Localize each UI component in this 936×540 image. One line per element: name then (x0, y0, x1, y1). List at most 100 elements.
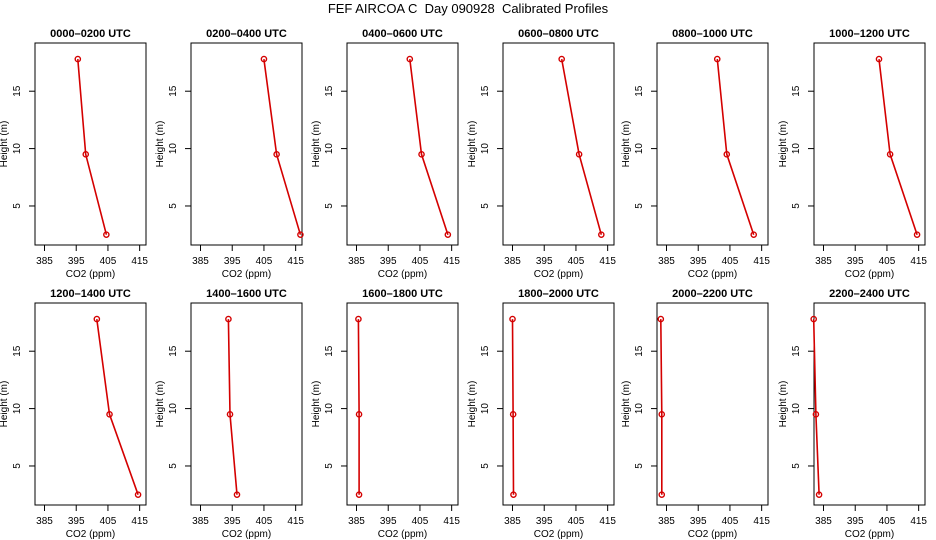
panel-title: 1600–1800 UTC (362, 288, 443, 300)
x-tick-label: 385 (504, 256, 521, 267)
y-tick-label: 5 (324, 463, 335, 469)
x-tick-label: 395 (847, 256, 864, 267)
y-tick-label: 5 (791, 463, 802, 469)
y-tick-label: 10 (480, 403, 491, 415)
y-tick-label: 10 (634, 143, 645, 155)
series-line (660, 319, 663, 495)
y-tick-label: 5 (168, 203, 179, 209)
x-tick-label: 415 (443, 256, 460, 267)
x-axis-label: CO2 (ppm) (534, 529, 583, 540)
data-point (812, 411, 820, 418)
data-point (575, 151, 583, 158)
x-tick-label: 415 (599, 516, 616, 527)
x-tick-label: 385 (36, 516, 53, 527)
data-point (713, 55, 721, 63)
panel-title: 0800–1000 UTC (672, 28, 753, 40)
panel: 1600–1800 UTC 385 395 405 415 CO2 (ppm) 5 10 15 H… (311, 288, 460, 540)
panel-title: 0200–0400 UTC (206, 28, 287, 40)
plot-frame (190, 42, 303, 246)
y-axis-label: Height (m) (311, 121, 322, 168)
data-point (810, 315, 817, 323)
x-tick-label: 405 (100, 516, 117, 527)
data-point (103, 231, 110, 238)
x-tick-label: 405 (256, 516, 273, 527)
y-tick-label: 15 (480, 345, 491, 357)
data-point (134, 491, 142, 498)
data-point (815, 491, 823, 498)
data-point (355, 315, 362, 323)
y-axis-label: Height (m) (0, 381, 10, 428)
series-line (812, 319, 820, 495)
data-point (913, 231, 921, 238)
x-tick-label: 385 (658, 516, 675, 527)
series-line (263, 58, 302, 235)
figure-title: FEF AIRCOA C Day 090928 Calibrated Profi… (327, 1, 609, 16)
x-tick-label: 415 (753, 516, 770, 527)
x-tick-label: 385 (192, 516, 209, 527)
data-point (355, 491, 363, 498)
panel: 2200–2400 UTC 385 395 405 415 CO2 (ppm) 5 10 15 H… (778, 288, 927, 540)
x-axis-label: CO2 (ppm) (845, 529, 894, 540)
y-tick-label: 15 (634, 85, 645, 97)
y-tick-label: 5 (168, 463, 179, 469)
panel: 0200–0400 UTC 385 395 405 415 CO2 (ppm) 5 10 15 H… (155, 28, 304, 280)
data-point (106, 411, 113, 418)
data-point (444, 231, 452, 238)
x-tick-label: 395 (536, 516, 553, 527)
data-point (297, 231, 304, 238)
series-line (409, 59, 449, 235)
x-axis-label: CO2 (ppm) (688, 269, 737, 280)
plot-frame (346, 302, 459, 506)
y-tick-label: 15 (168, 85, 179, 97)
plot-frame (34, 42, 147, 246)
panel-title: 1000–1200 UTC (829, 28, 910, 40)
y-tick-label: 5 (634, 203, 645, 209)
panel-title: 0000–0200 UTC (50, 28, 131, 40)
data-point (233, 491, 241, 498)
plot-frame (346, 42, 459, 246)
y-tick-label: 15 (324, 85, 335, 97)
data-point (723, 151, 731, 158)
panel: 0800–1000 UTC 385 395 405 415 CO2 (ppm) 5 10 15 H… (621, 28, 770, 280)
x-tick-label: 415 (753, 256, 770, 267)
y-axis-label: Height (m) (0, 121, 10, 168)
series-line (878, 59, 918, 235)
panel-title: 1800–2000 UTC (518, 288, 599, 300)
panel: 0400–0600 UTC 385 395 405 415 CO2 (ppm) 5 10 15 H… (311, 28, 460, 280)
x-tick-label: 385 (815, 256, 832, 267)
y-axis-label: Height (m) (778, 121, 789, 168)
x-tick-label: 415 (287, 256, 304, 267)
x-axis-label: CO2 (ppm) (378, 529, 427, 540)
y-tick-label: 5 (480, 463, 491, 469)
data-point (225, 315, 232, 323)
y-axis-label: Height (m) (155, 381, 166, 428)
y-axis-label: Height (m) (621, 381, 632, 428)
x-tick-label: 385 (192, 256, 209, 267)
y-tick-label: 5 (634, 463, 645, 469)
x-tick-label: 395 (68, 256, 85, 267)
x-axis-label: CO2 (ppm) (688, 529, 737, 540)
y-axis-label: Height (m) (621, 121, 632, 168)
y-axis-label: Height (m) (467, 381, 478, 428)
x-axis-label: CO2 (ppm) (534, 269, 583, 280)
series-line (227, 319, 238, 495)
x-tick-label: 395 (690, 256, 707, 267)
y-tick-label: 10 (791, 403, 802, 415)
x-tick-label: 385 (815, 516, 832, 527)
series-line (716, 59, 755, 235)
x-tick-label: 405 (722, 516, 739, 527)
x-tick-label: 405 (256, 256, 273, 267)
x-tick-label: 395 (68, 516, 85, 527)
y-tick-label: 15 (12, 345, 23, 357)
panel: 0600–0800 UTC 385 395 405 415 CO2 (ppm) 5 10 15 H… (467, 28, 616, 280)
y-tick-label: 5 (791, 203, 802, 209)
x-tick-label: 405 (568, 256, 585, 267)
y-tick-label: 10 (791, 143, 802, 155)
y-tick-label: 10 (324, 143, 335, 155)
panel: 2000–2200 UTC 385 395 405 415 CO2 (ppm) 5 10 15 H… (621, 288, 770, 540)
data-point (509, 315, 516, 323)
x-tick-label: 405 (879, 256, 896, 267)
x-axis-label: CO2 (ppm) (378, 269, 427, 280)
x-tick-label: 415 (599, 256, 616, 267)
y-tick-label: 15 (168, 345, 179, 357)
